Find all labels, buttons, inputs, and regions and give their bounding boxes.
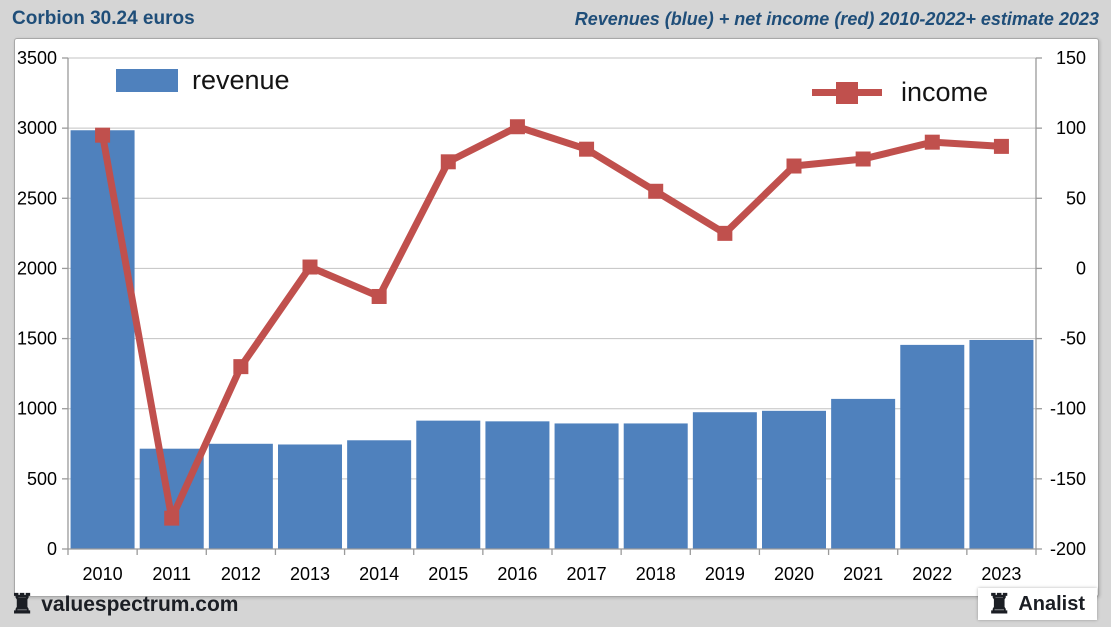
legend-income: income (812, 77, 1012, 107)
svg-text:2000: 2000 (17, 258, 57, 278)
svg-text:2021: 2021 (843, 564, 883, 584)
income-marker-2023 (993, 138, 1009, 154)
income-marker-2011 (164, 510, 180, 526)
svg-text:150: 150 (1056, 48, 1086, 68)
income-marker-2019 (717, 225, 733, 241)
revenue-bar-2021 (831, 398, 896, 549)
revenue-bar-2020 (762, 410, 826, 549)
income-marker-2017 (579, 141, 595, 157)
income-marker-2022 (924, 134, 940, 150)
svg-text:2023: 2023 (981, 564, 1021, 584)
income-marker-2018 (648, 183, 664, 199)
right-axis-labels: 150 100 50 0 -50 -100 -150 -200 (1050, 48, 1086, 559)
income-marker-2015 (440, 154, 456, 170)
chart-svg: 3500300025002000150010005000150100500-50… (17, 48, 1086, 584)
svg-text:1500: 1500 (17, 329, 57, 349)
svg-text:-200: -200 (1050, 539, 1086, 559)
chart-card: 3500 3000 2500 2000 1500 1000 500 0 150 100 50 0 -50… (14, 38, 1099, 597)
revenue-bar-2016 (485, 421, 550, 549)
revenue-bar-2010 (70, 130, 135, 550)
income-marker-2010 (95, 127, 111, 143)
legend-revenue: revenue (116, 67, 290, 94)
rook-icon: ♜ (10, 589, 35, 619)
legend-income-label: income (901, 77, 989, 107)
svg-text:2022: 2022 (912, 564, 952, 584)
svg-text:2016: 2016 (497, 564, 537, 584)
revenue-bar-2018 (623, 423, 688, 549)
svg-text:-150: -150 (1050, 469, 1086, 489)
revenue-bars (70, 130, 1034, 550)
svg-text:100: 100 (1056, 118, 1086, 138)
revenue-bar-2023 (969, 339, 1034, 549)
svg-text:2012: 2012 (221, 564, 261, 584)
svg-text:2020: 2020 (774, 564, 814, 584)
revenue-bar-2017 (554, 423, 619, 549)
income-marker-2012 (233, 359, 249, 375)
revenue-bar-2013 (278, 444, 342, 549)
page-title: Corbion 30.24 euros (12, 8, 195, 29)
income-marker-2020 (786, 158, 802, 174)
header: Corbion 30.24 euros Revenues (blue) + ne… (0, 0, 1111, 38)
svg-text:-50: -50 (1060, 329, 1086, 349)
analist-label: Analist (1018, 592, 1085, 615)
analist-badge[interactable]: ♜ Analist (978, 588, 1097, 620)
svg-text:2019: 2019 (705, 564, 745, 584)
revenue-bar-2019 (692, 412, 757, 549)
svg-text:2013: 2013 (290, 564, 330, 584)
income-marker-2021 (855, 151, 871, 167)
revenue-bar-2012 (208, 443, 273, 549)
svg-text:2011: 2011 (152, 564, 191, 584)
svg-text:3000: 3000 (17, 118, 57, 138)
income-marker-2013 (302, 259, 318, 275)
svg-text:1000: 1000 (17, 399, 57, 419)
svg-text:50: 50 (1066, 188, 1086, 208)
footer-logo[interactable]: ♜ valuespectrum.com (10, 591, 238, 618)
svg-text:0: 0 (47, 539, 57, 559)
svg-text:-100: -100 (1050, 399, 1086, 419)
svg-text:0: 0 (1076, 258, 1086, 278)
svg-text:500: 500 (27, 469, 57, 489)
left-axis-labels: 3500 3000 2500 2000 1500 1000 500 0 (17, 48, 57, 559)
svg-text:2015: 2015 (428, 564, 468, 584)
chart-title: Revenues (blue) + net income (red) 2010-… (574, 8, 1099, 29)
legend-revenue-label: revenue (192, 65, 290, 95)
axes (62, 57, 1042, 555)
income-marker-2014 (371, 288, 387, 304)
analist-rook-icon: ♜ (987, 588, 1012, 619)
footer-site-label: valuespectrum.com (41, 592, 239, 616)
svg-text:2014: 2014 (359, 564, 399, 584)
svg-text:2010: 2010 (83, 564, 123, 584)
revenue-bar-2015 (416, 420, 481, 549)
revenue-bar-2014 (347, 440, 412, 549)
revenue-swatch-icon (116, 69, 178, 92)
income-line (95, 119, 1009, 526)
income-marker-2016 (509, 119, 525, 135)
svg-text:3500: 3500 (17, 48, 57, 68)
income-marker-swatch-icon (836, 82, 858, 104)
revenue-bar-2022 (900, 344, 965, 549)
x-axis-labels: 2010 2011 2012 2013 2014 2015 2016 2017 2018 2019… (83, 564, 1022, 584)
svg-text:2017: 2017 (567, 564, 607, 584)
svg-text:2018: 2018 (636, 564, 676, 584)
svg-text:2500: 2500 (17, 188, 57, 208)
